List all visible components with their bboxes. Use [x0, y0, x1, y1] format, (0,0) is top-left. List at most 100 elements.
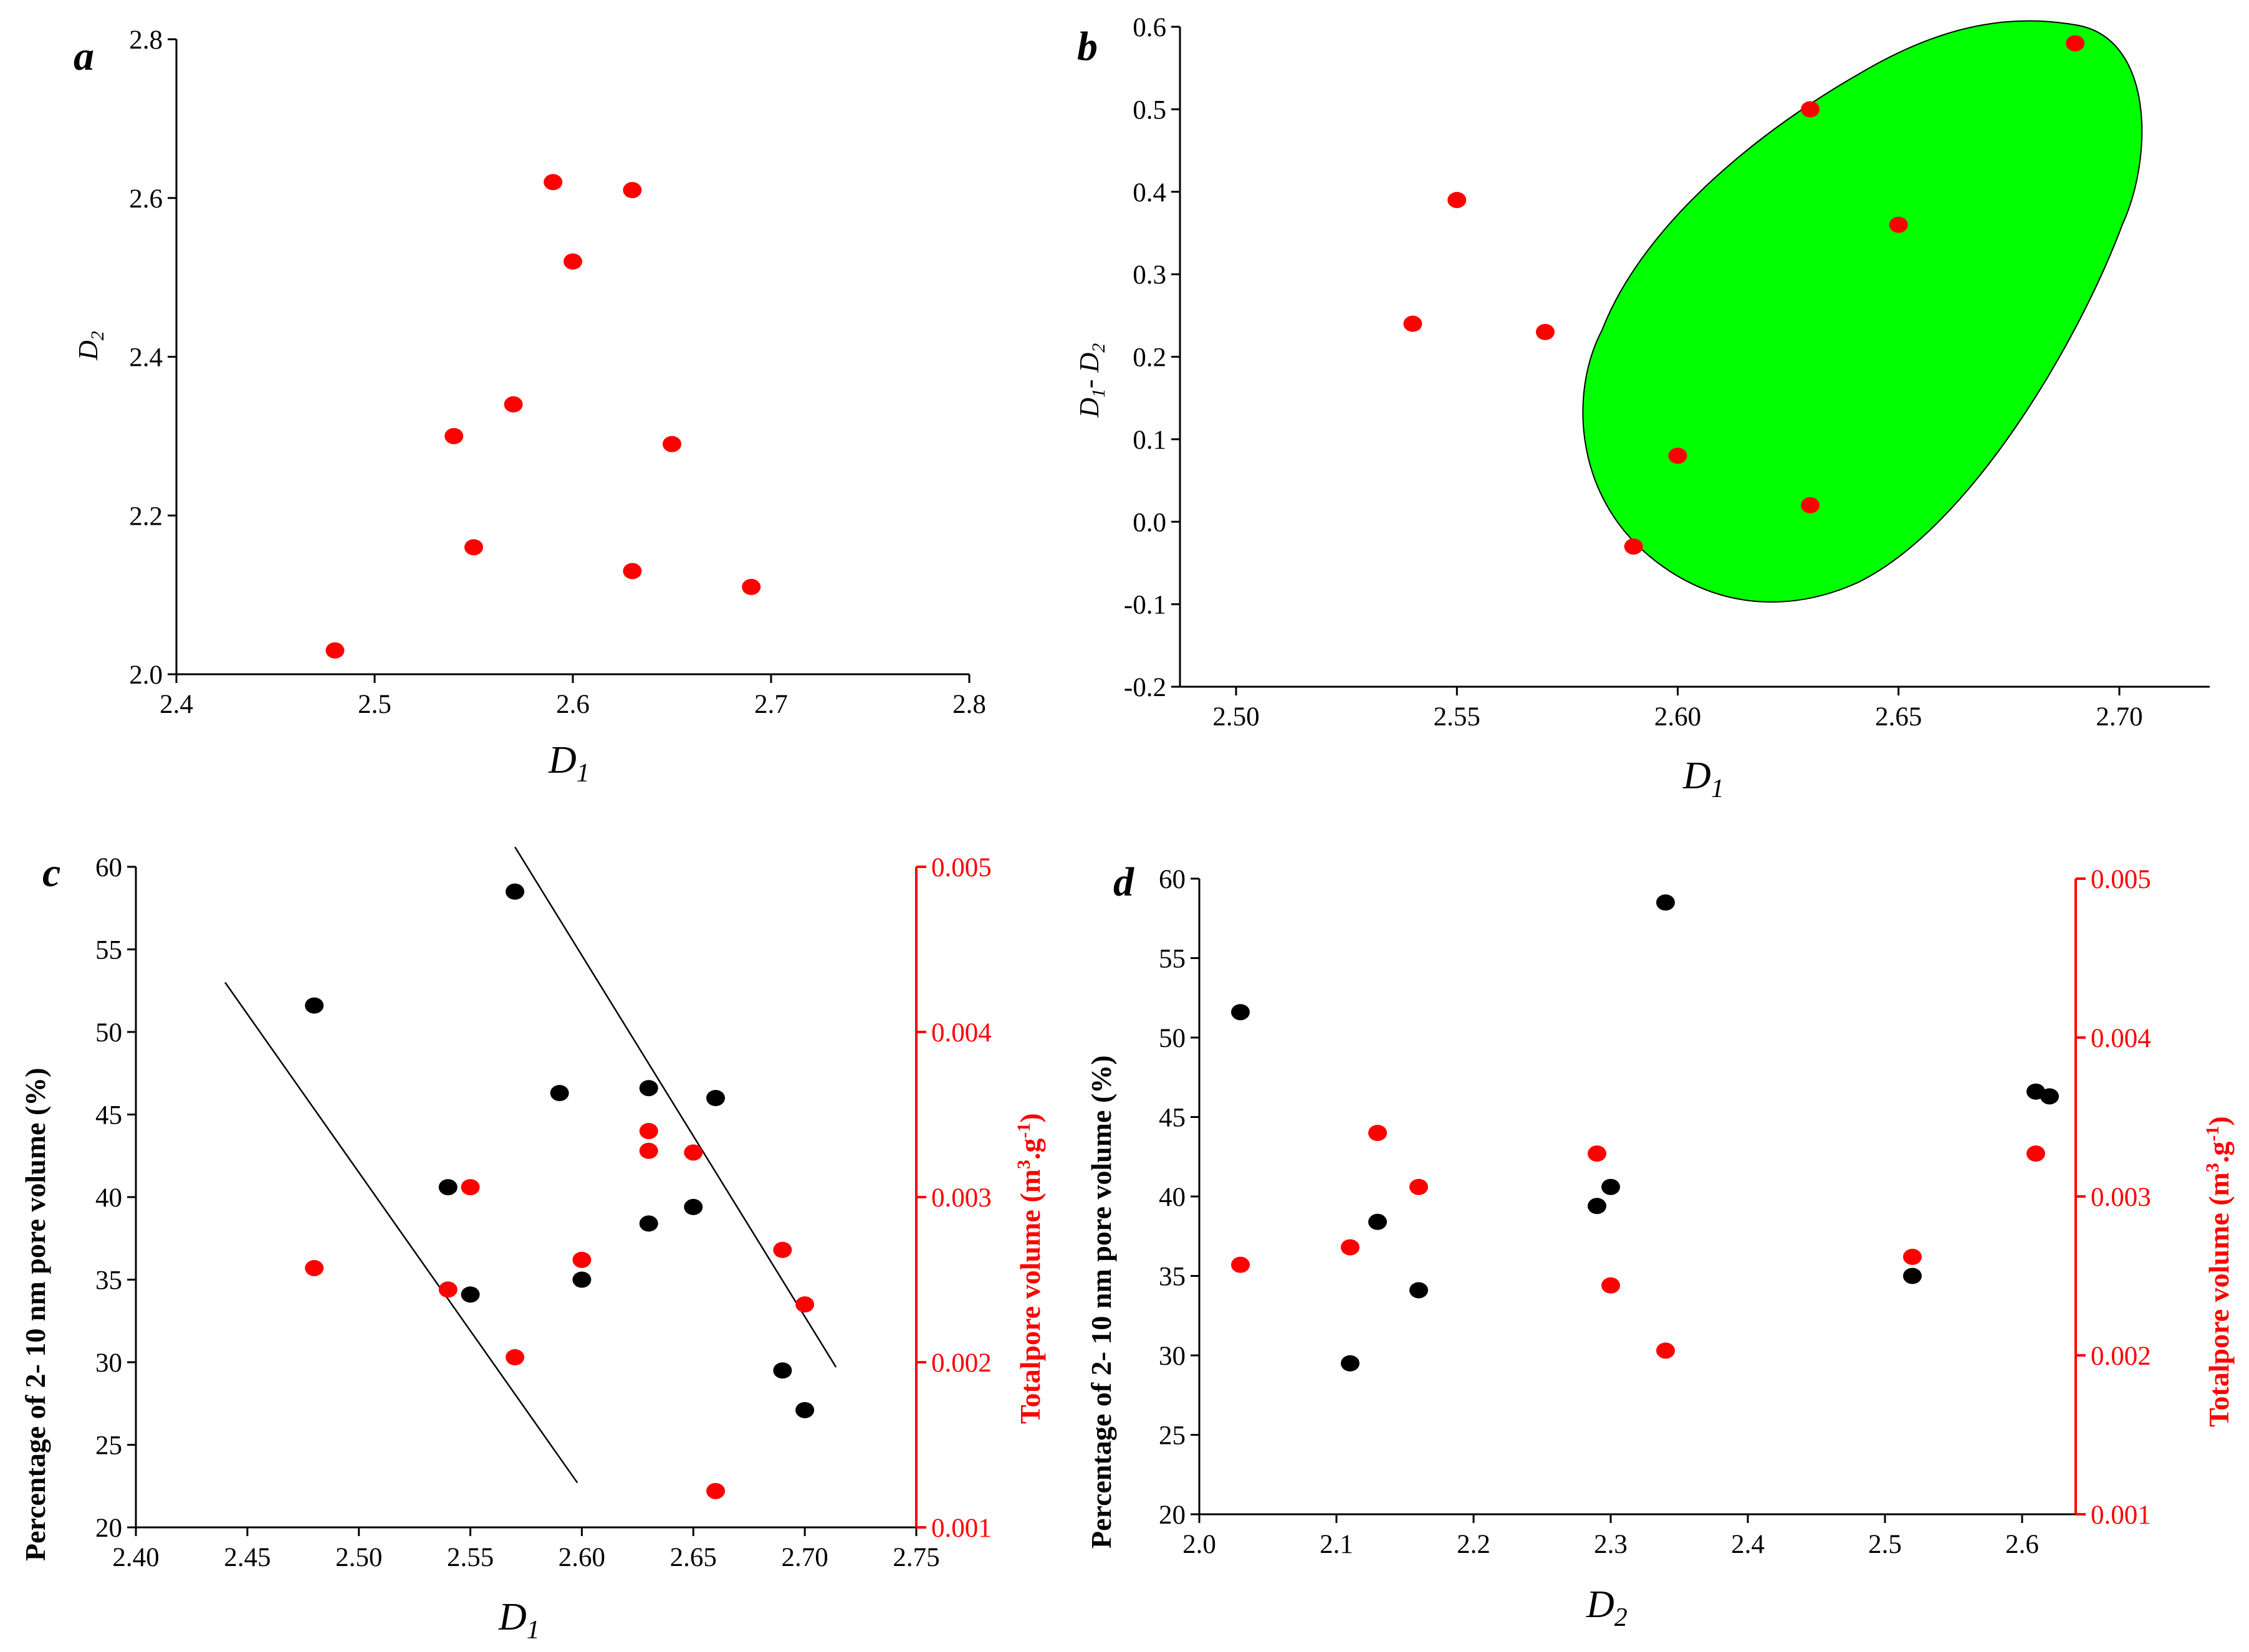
- panel-c-x-tick-label: 2.40: [112, 1543, 159, 1572]
- panel-c-point: [461, 1179, 480, 1196]
- panel-c-x-tick-label: 2.45: [224, 1543, 271, 1572]
- panel-c-trend-line: [224, 981, 578, 1484]
- panel-b-x-tick-label: 2.65: [1875, 702, 1922, 732]
- panel-a-point: [623, 563, 642, 580]
- panel-b-y-label: D1- D2: [1074, 343, 1109, 418]
- panel-c-point: [773, 1362, 792, 1379]
- panel-d-point: [1588, 1198, 1606, 1215]
- panel-c-point: [684, 1144, 703, 1161]
- panel-d-y-right-tick-label: 0.005: [2091, 865, 2151, 894]
- panel-a-point: [544, 174, 563, 191]
- panel-c-x-tick-label: 2.70: [782, 1543, 828, 1572]
- panel-d-point: [1231, 1256, 1250, 1273]
- panel-d: d 2.0 2.1 2.2 2.3 2.4 2.5 2.6 20 25 30 35 40 45 50 55…: [1085, 859, 2235, 1632]
- panel-c-point: [773, 1241, 792, 1258]
- panel-c-point: [305, 997, 324, 1014]
- panel-d-point: [1656, 894, 1675, 911]
- panel-d-point: [1368, 1213, 1387, 1230]
- panel-a-x-tick-label: 2.7: [754, 690, 788, 719]
- panel-c-x-tick-label: 2.55: [447, 1543, 494, 1572]
- panel-a-point: [464, 539, 483, 556]
- panel-b-point: [2066, 35, 2085, 52]
- panel-b-point: [1535, 323, 1555, 340]
- panel-b-y-tick-label: 0.0: [1133, 508, 1166, 537]
- panel-b-highlight-ellipse: [1582, 20, 2143, 603]
- panel-b: b 2.50 2.55 2.60 2.65 2.70 -0.2 -0.1 0.0 0.1 0.2…: [1074, 13, 2210, 803]
- panel-c-y-label-left: Percentage of 2- 10 nm pore volume (%): [19, 1067, 51, 1561]
- panel-c-y-right-tick-label: 0.003: [931, 1183, 992, 1213]
- panel-b-x-tick-label: 2.50: [1212, 702, 1259, 732]
- panel-a: a 2.4 2.5 2.6 2.7 2.8 2.0 2.2 2.4 2.6 2.8 D1 D2: [73, 26, 986, 788]
- panel-c-x-label: D1: [498, 1596, 540, 1645]
- panel-c-x-tick-label: 2.60: [559, 1543, 605, 1572]
- panel-b-x-label: D1: [1682, 755, 1724, 803]
- panel-c-point: [305, 1259, 324, 1276]
- panel-a-x-label: D1: [548, 739, 590, 788]
- panel-c-point: [639, 1080, 658, 1097]
- panel-d-y-right-tick-label: 0.002: [2091, 1342, 2151, 1371]
- panel-a-y-tick-label: 2.0: [129, 661, 163, 690]
- panel-b-point: [1447, 191, 1467, 208]
- panel-a-y-tick-label: 2.6: [129, 184, 163, 214]
- panel-c-point: [550, 1085, 569, 1102]
- panel-b-letter: b: [1077, 24, 1098, 69]
- panel-d-point: [1588, 1145, 1606, 1162]
- panel-a-y-label: D2: [73, 331, 108, 361]
- panel-c-point: [795, 1401, 815, 1418]
- panel-c-point: [506, 883, 525, 900]
- panel-b-y-tick-label: -0.1: [1124, 591, 1166, 620]
- panel-d-y-tick-label: 45: [1159, 1104, 1186, 1133]
- panel-d-point: [1341, 1355, 1359, 1372]
- panel-d-point: [1903, 1268, 1922, 1284]
- panel-c-y-right-tick-label: 0.004: [931, 1018, 992, 1048]
- panel-c-point: [506, 1349, 525, 1366]
- panel-d-x-tick-label: 2.6: [2005, 1530, 2039, 1559]
- panel-b-y-tick-label: 0.3: [1133, 260, 1166, 290]
- panel-d-y-right-tick-label: 0.004: [2091, 1024, 2151, 1053]
- panel-a-y-tick-label: 2.8: [129, 26, 163, 55]
- panel-a-point: [504, 396, 523, 413]
- panel-a-y-tick-label: 2.4: [129, 343, 163, 373]
- panel-d-x-tick-label: 2.1: [1320, 1530, 1353, 1559]
- panel-d-y-tick-label: 25: [1159, 1421, 1186, 1451]
- panel-d-y-right-tick-label: 0.003: [2091, 1183, 2151, 1212]
- panel-d-point: [1601, 1277, 1620, 1294]
- panel-c-y-tick-label: 60: [95, 853, 122, 882]
- panel-d-point: [1409, 1282, 1428, 1299]
- panel-c-letter: c: [42, 850, 60, 895]
- panel-d-x-label: D2: [1586, 1583, 1628, 1632]
- panel-b-y-tick-label: 0.2: [1133, 343, 1166, 373]
- panel-a-y-tick-label: 2.2: [129, 502, 163, 531]
- panel-d-point: [1341, 1239, 1359, 1256]
- panel-c-point: [572, 1251, 592, 1268]
- panel-c-point: [795, 1296, 815, 1313]
- panel-b-point: [1624, 538, 1643, 555]
- panel-c-y-label-right: Totalpore volume (m3.g-1): [1014, 1113, 1046, 1424]
- panel-b-point: [1801, 101, 1820, 118]
- panel-d-x-tick-label: 2.5: [1868, 1530, 1902, 1559]
- panel-b-x-tick-label: 2.70: [2096, 702, 2142, 732]
- panel-a-letter: a: [74, 34, 94, 79]
- panel-c-point: [438, 1179, 458, 1196]
- panel-b-point: [1668, 447, 1687, 464]
- panel-c-x-tick-label: 2.50: [335, 1543, 382, 1572]
- panel-b-x-tick-label: 2.60: [1654, 702, 1701, 732]
- panel-d-point: [1368, 1125, 1387, 1141]
- panel-c-point: [706, 1483, 726, 1499]
- panel-c-y-tick-label: 40: [95, 1183, 122, 1213]
- panel-d-y-tick-label: 50: [1159, 1024, 1186, 1053]
- panel-d-y-tick-label: 60: [1159, 865, 1186, 894]
- panel-d-y-label-right: Totalpore volume (m3.g-1): [2202, 1116, 2235, 1427]
- panel-d-y-tick-label: 20: [1159, 1501, 1186, 1530]
- panel-d-point: [2040, 1088, 2059, 1105]
- panel-a-x-tick-label: 2.4: [160, 690, 193, 719]
- panel-d-point: [1903, 1248, 1922, 1265]
- panel-a-x-tick-label: 2.6: [556, 690, 590, 719]
- panel-d-y-label-left: Percentage of 2- 10 nm pore volume (%): [1085, 1055, 1117, 1549]
- panel-b-x-tick-label: 2.55: [1434, 702, 1480, 732]
- panel-c-point: [461, 1286, 480, 1303]
- panel-b-point: [1801, 497, 1820, 513]
- panel-d-point: [1409, 1178, 1428, 1195]
- panel-d-point: [1656, 1342, 1675, 1359]
- panel-c-point: [639, 1123, 658, 1139]
